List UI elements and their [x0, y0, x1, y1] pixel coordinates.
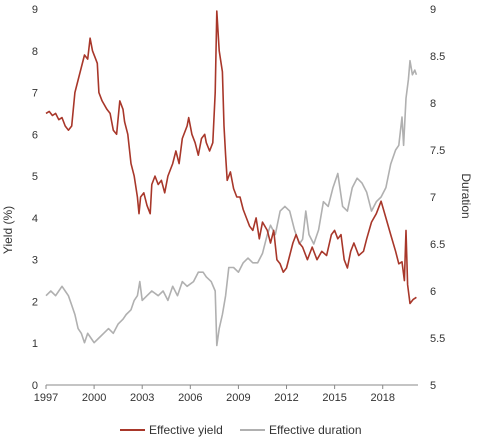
x-tick-label: 2006 — [178, 392, 202, 404]
y-right-tick-label: 5.5 — [430, 333, 445, 345]
y-left-tick-label: 0 — [32, 380, 38, 392]
y-left-tick-label: 3 — [32, 255, 38, 267]
x-tick-label: 2000 — [82, 392, 106, 404]
effective-yield-line — [45, 10, 417, 305]
y-right-tick-label: 6 — [430, 286, 436, 298]
y-right-tick-label: 5 — [430, 380, 436, 392]
y-left-tick-label: 8 — [32, 46, 38, 58]
y-left-tick-label: 9 — [32, 4, 38, 16]
axes-layer: 1997 2000 2003 2006 2009 2012 2015 2018 0 1 2 3 4 5 6 7… — [32, 4, 445, 404]
y-left-tick-label: 2 — [32, 296, 38, 308]
effective-duration-line — [45, 59, 418, 347]
y-left-tick-label: 1 — [32, 338, 38, 350]
x-tick-label: 2003 — [130, 392, 154, 404]
y-left-tick-label: 6 — [32, 129, 38, 141]
y-right-tick-label: 7 — [430, 192, 436, 204]
legend-effective-duration-label: Effective duration — [269, 423, 362, 437]
y-axis-left-title: Yield (%) — [1, 206, 15, 254]
y-right-tick-label: 8.5 — [430, 51, 445, 63]
legend-effective-yield-label: Effective yield — [149, 423, 223, 437]
y-left-tick-label: 7 — [32, 88, 38, 100]
y-right-tick-label: 6.5 — [430, 239, 445, 251]
y-right-tick-label: 9 — [430, 4, 436, 16]
x-tick-label: 2018 — [370, 392, 394, 404]
x-tick-label: 2012 — [274, 392, 298, 404]
y-right-tick-label: 8 — [430, 98, 436, 110]
x-tick-label: 2015 — [322, 392, 346, 404]
y-axis-right-title: Duration — [459, 173, 473, 218]
series-layer — [45, 10, 418, 347]
x-tick-label: 1997 — [34, 392, 58, 404]
y-left-tick-label: 4 — [32, 213, 38, 225]
legend: Effective yield Effective duration — [120, 423, 362, 437]
x-tick-label: 2009 — [226, 392, 250, 404]
y-left-tick-label: 5 — [32, 171, 38, 183]
y-right-tick-label: 7.5 — [430, 145, 445, 157]
